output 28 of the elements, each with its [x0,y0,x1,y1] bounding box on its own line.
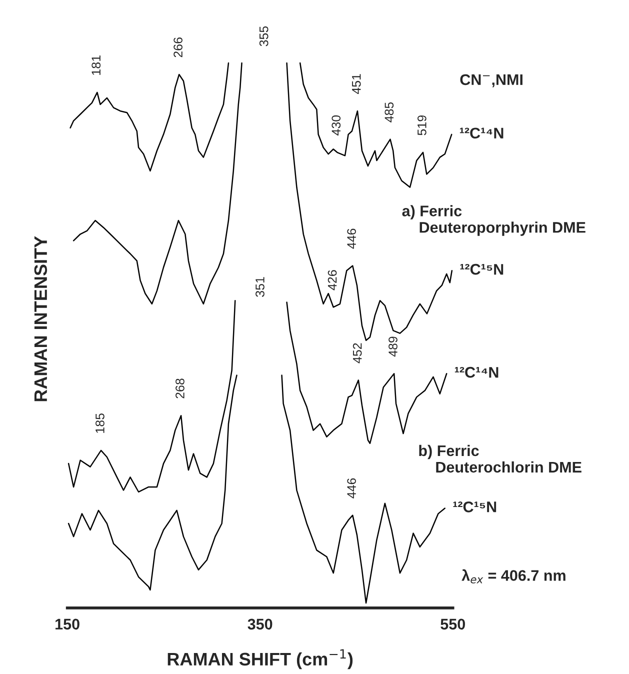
annotation: 485 [384,102,394,122]
annotation: 446 [347,478,356,498]
annotation: 446 [347,228,356,249]
annotation: 185 [96,413,104,433]
y-axis-title: RAMAN INTENSITY [34,236,48,402]
annotation: 351 [256,277,264,297]
series-label: ¹²C¹⁵N [460,264,504,275]
series-label: ¹²C¹⁵N [453,502,496,512]
text: λ$_{ex}$ = 406.7 nm [462,569,566,584]
annotation: 489 [388,336,398,357]
annotation: b) Ferric Deuterochlorin DME [419,444,582,473]
annotation: 452 [352,343,362,364]
x-tick-label: 550 [440,618,465,630]
series-label: ¹²C¹⁴N [454,366,498,378]
x-tick-label: 350 [248,618,272,630]
x-tick-label: 150 [56,618,80,630]
text: CN$^{−}$,NMI [460,74,522,88]
annotation: 268 [176,378,184,398]
annotation: a) Ferric Deuteroporphyrin DME [402,205,586,236]
annotation: 430 [332,115,341,136]
annotation: 451 [352,74,361,94]
x-axis-title: RAMAN SHIFT (cm$^{−1}$) [168,649,353,670]
series-label: ¹²C¹⁴N [460,128,504,139]
annotation: 426 [328,270,337,290]
annotation: 181 [92,56,101,75]
annotation: 519 [418,115,426,136]
annotation: 266 [174,37,182,58]
text: 355 [259,26,268,46]
